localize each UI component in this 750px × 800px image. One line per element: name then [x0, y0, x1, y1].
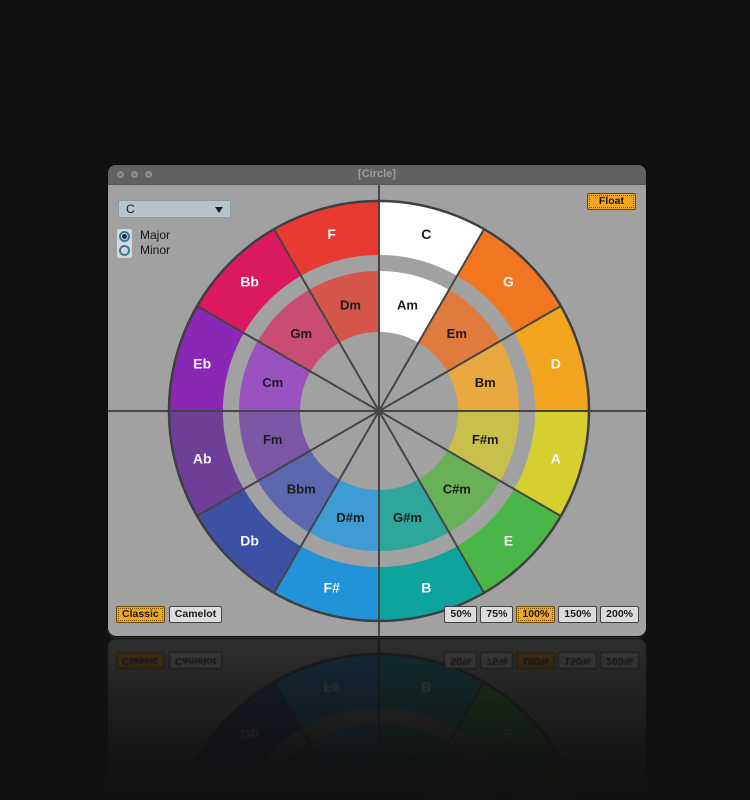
wheel-spoke — [378, 305, 562, 412]
label-minor-Cm: Cm — [262, 375, 283, 390]
mode-radio-column — [117, 229, 132, 258]
wedge-major-A[interactable] — [514, 411, 589, 516]
label-minor-Bm: Bm — [475, 375, 496, 390]
radio-major[interactable] — [119, 231, 130, 242]
label-major-E: E — [504, 532, 513, 548]
window-content: C Am G Em D Bm A F#m E C#m B G#m F# D#m Db Bbm Ab Fm Eb Cm B… — [108, 185, 646, 636]
label-minor-Dm: Dm — [340, 297, 361, 312]
camelot-button[interactable]: Camelot — [168, 606, 223, 623]
wedge-minor-Gm[interactable] — [257, 289, 340, 372]
traffic-lights — [116, 170, 153, 179]
wedge-major-G[interactable] — [457, 229, 561, 333]
wedge-minor-Bbm[interactable] — [257, 450, 340, 533]
label-minor-Em: Em — [447, 326, 467, 341]
zoom-150-button[interactable]: 150% — [558, 606, 598, 623]
label-major-Ab: Ab — [193, 450, 212, 466]
float-button[interactable]: Float — [586, 193, 636, 210]
wedge-minor-Fm[interactable] — [239, 411, 311, 481]
label-minor-G#m: G#m — [393, 510, 422, 525]
classic-button[interactable]: Classic — [116, 606, 165, 623]
zoom-100-button[interactable]: 100% — [516, 606, 556, 623]
label-major-Db: Db — [240, 532, 259, 548]
radio-minor[interactable] — [119, 245, 130, 256]
label-major-B: B — [421, 580, 431, 596]
wedge-minor-Cm[interactable] — [239, 341, 311, 411]
wheel-spoke — [196, 410, 380, 517]
mode-radio-group: Major Minor — [117, 229, 170, 258]
wedge-major-B[interactable] — [379, 546, 484, 621]
circle-of-fifths: C Am G Em D Bm A F#m E C#m B G#m F# D#m Db Bbm Ab Fm Eb Cm B… — [167, 199, 591, 623]
wheel-spoke — [378, 410, 562, 517]
wedge-major-Db[interactable] — [197, 489, 301, 593]
label-minor-D#m: D#m — [336, 510, 364, 525]
wheel-spoke — [378, 228, 485, 412]
wedge-major-Eb[interactable] — [169, 306, 244, 411]
wheel-spoke — [378, 410, 485, 594]
radio-major-label: Major — [140, 228, 171, 242]
wedge-minor-C#m[interactable] — [418, 450, 501, 533]
wedge-minor-Bm[interactable] — [447, 341, 519, 411]
wedge-minor-D#m[interactable] — [309, 479, 379, 551]
label-major-A: A — [551, 450, 561, 466]
label-major-Eb: Eb — [193, 356, 211, 372]
label-major-C: C — [421, 226, 431, 242]
wedge-major-F[interactable] — [274, 201, 379, 276]
wedge-minor-F#m[interactable] — [447, 411, 519, 481]
zoom-75-button[interactable]: 75% — [480, 606, 514, 623]
zoom-200-button[interactable]: 200% — [600, 606, 639, 623]
key-select-value: C — [126, 202, 135, 216]
wheel-spoke — [196, 305, 380, 412]
wheel-outer-ring — [167, 199, 591, 623]
close-window-icon[interactable] — [116, 170, 125, 179]
wedge-minor-G#m[interactable] — [379, 479, 449, 551]
label-minor-Am: Am — [397, 297, 418, 312]
label-minor-Gm: Gm — [290, 326, 312, 341]
label-minor-F#m: F#m — [472, 432, 499, 447]
label-major-F#: F# — [323, 580, 340, 596]
key-select-dropdown[interactable]: C — [118, 200, 231, 218]
zoom-window-icon[interactable] — [144, 170, 153, 179]
wedge-minor-Am[interactable] — [379, 271, 449, 343]
wheel-spoke — [273, 228, 380, 412]
zoom-50-button[interactable]: 50% — [444, 606, 478, 623]
label-major-F: F — [327, 226, 336, 242]
window-title: [Circle] — [358, 168, 396, 180]
label-minor-C#m: C#m — [443, 481, 471, 496]
wedge-minor-Em[interactable] — [418, 289, 501, 372]
label-minor-Bbm: Bbm — [287, 481, 316, 496]
notation-toggle: Classic Camelot — [116, 606, 223, 623]
label-major-D: D — [551, 356, 561, 372]
zoom-level-buttons: 50% 75% 100% 150% 200% — [444, 606, 639, 623]
label-major-Bb: Bb — [240, 273, 259, 289]
reflection-fade — [0, 635, 750, 800]
wedge-major-C[interactable] — [379, 201, 484, 276]
mode-labels: Major Minor — [140, 229, 170, 258]
label-major-G: G — [503, 273, 514, 289]
wedge-major-Ab[interactable] — [169, 411, 244, 516]
wedge-minor-Dm[interactable] — [309, 271, 379, 343]
wedge-major-E[interactable] — [457, 489, 561, 593]
wedge-major-D[interactable] — [514, 306, 589, 411]
radio-minor-label: Minor — [140, 243, 171, 257]
minimize-window-icon[interactable] — [130, 170, 139, 179]
wedge-major-F#[interactable] — [274, 546, 379, 621]
wedge-major-Bb[interactable] — [197, 229, 301, 333]
titlebar[interactable]: [Circle] — [108, 165, 646, 185]
chevron-down-icon — [215, 207, 223, 213]
label-minor-Fm: Fm — [263, 432, 283, 447]
app-window: [Circle] C Am G Em D Bm A F#m E C#m B G#m F# D#m Db Bbm… — [107, 164, 647, 637]
wheel-spoke — [273, 410, 380, 594]
